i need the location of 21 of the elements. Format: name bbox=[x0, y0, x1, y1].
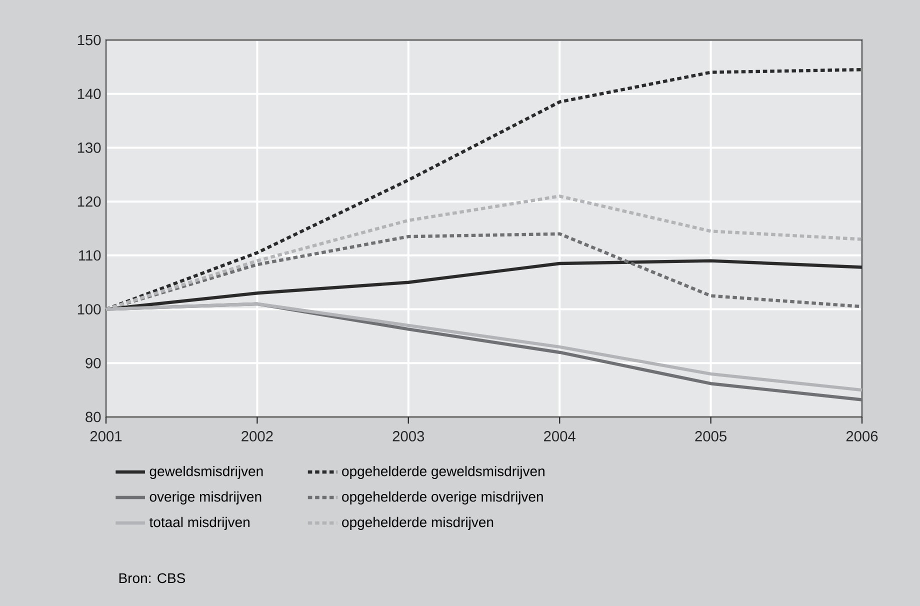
legend-label: opgehelderde geweldsmisdrijven bbox=[342, 466, 544, 479]
x-tick-label: 2004 bbox=[544, 431, 576, 442]
y-tick-label: 100 bbox=[78, 304, 101, 314]
x-tick-label: 2003 bbox=[392, 431, 424, 442]
y-tick-label: 150 bbox=[78, 34, 101, 46]
legend-label: opgehelderde overige misdrijven bbox=[342, 491, 543, 504]
y-tick-label: 130 bbox=[78, 142, 101, 153]
y-tick-label: 120 bbox=[78, 196, 101, 207]
x-tick-label: 2001 bbox=[90, 431, 122, 442]
y-tick-label: 110 bbox=[79, 250, 101, 261]
y-tick-label: 140 bbox=[78, 88, 101, 100]
x-tick-label: 2002 bbox=[242, 431, 273, 442]
legend-label: geweldsmisdrijven bbox=[150, 466, 263, 479]
x-tick-label: 2006 bbox=[846, 431, 878, 442]
legend-label: overige misdrijven bbox=[150, 491, 262, 504]
y-tick-label: 90 bbox=[86, 358, 101, 368]
legend-label: opgehelderde misdrijven bbox=[342, 516, 494, 530]
x-tick-label: 2005 bbox=[695, 431, 726, 442]
y-tick-label: 80 bbox=[86, 412, 101, 422]
legend-label: totaal misdrijven bbox=[149, 516, 250, 530]
text: Bron: CBS bbox=[119, 573, 186, 584]
